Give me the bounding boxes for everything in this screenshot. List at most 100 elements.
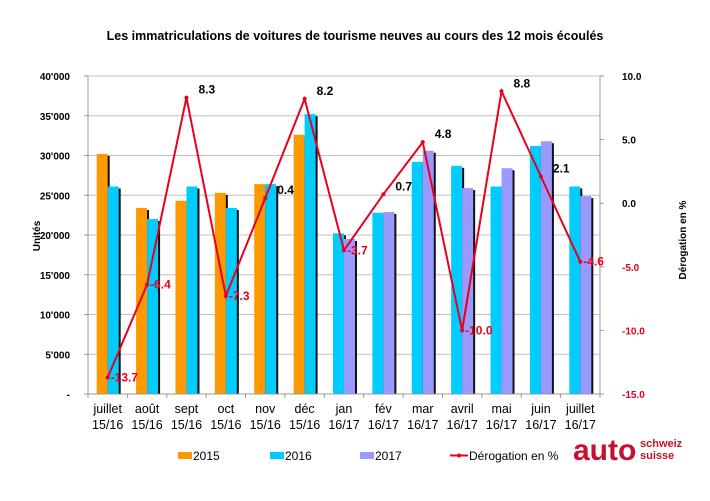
bar-2015: [214, 192, 226, 394]
bar-2015: [175, 200, 187, 394]
data-label: -4.6: [583, 255, 604, 269]
line-point: [578, 259, 583, 264]
bar-2016: [147, 219, 159, 394]
x-tick-label: juin: [530, 402, 551, 416]
x-tick-label: juillet: [92, 402, 122, 416]
x-tick-label: sept: [175, 402, 199, 416]
data-labels: -13.7 -6.4 8.3 -7.3 0.4 8.2 -3.7 0.7 4.8 -10.0 8.8…: [111, 76, 605, 384]
data-label: -13.7: [111, 370, 139, 384]
x-tick-label: 15/16: [92, 418, 123, 432]
y-tick-label: -: [67, 390, 70, 401]
data-label: -3.7: [347, 243, 368, 257]
x-tick-label: 15/16: [289, 418, 320, 432]
x-tick-label: déc: [295, 402, 315, 416]
legend-label: Dérogation en %: [469, 449, 559, 463]
data-label: 8.8: [514, 76, 531, 90]
legend-swatch: [270, 452, 284, 459]
bar-2017: [501, 168, 513, 394]
data-label: -10.0: [465, 323, 493, 337]
legend-marker: [457, 453, 461, 458]
legend-swatch: [360, 452, 374, 459]
legend-label: 2017: [375, 449, 402, 463]
data-label: 8.2: [317, 84, 334, 98]
x-tick-label: août: [135, 402, 160, 416]
bar-2016: [304, 114, 316, 394]
logo-auto: auto: [573, 434, 636, 467]
derogation-line: [105, 87, 583, 380]
x-tick-label: mar: [412, 402, 434, 416]
x-tick-label: 16/17: [525, 418, 556, 432]
line-point: [145, 282, 150, 287]
x-tick-label: jan: [335, 402, 353, 416]
x-tick-label: 16/17: [565, 418, 596, 432]
y2-tick-label: -15.0: [622, 390, 645, 401]
y2-tick-label: 0.0: [622, 199, 636, 210]
legend-label: 2015: [193, 449, 220, 463]
bar-2017: [580, 196, 592, 394]
x-tick-label: juillet: [565, 402, 595, 416]
bar-2016: [529, 145, 541, 394]
line-point: [420, 140, 425, 145]
y-tick-label: 35'000: [40, 112, 71, 123]
line-point: [302, 96, 307, 101]
legend-swatch: [178, 452, 192, 459]
data-label: 8.3: [198, 83, 215, 97]
bar-2015: [293, 134, 305, 394]
y-tick-label: 25'000: [40, 191, 71, 202]
x-tick-label: 16/17: [328, 418, 359, 432]
y-tick-label: 40'000: [40, 72, 71, 83]
y-tick-label: 20'000: [40, 231, 71, 242]
bar-2016: [265, 184, 277, 394]
data-label: 0.4: [277, 183, 294, 197]
bar-2017: [422, 150, 434, 394]
bar-2016: [411, 161, 423, 394]
x-tick-label: 15/16: [250, 418, 281, 432]
chart-title: Les immatriculations de voitures de tour…: [107, 29, 604, 43]
x-tick-label: 16/17: [486, 418, 517, 432]
x-tick-label: 16/17: [447, 418, 478, 432]
bar-2016: [107, 186, 119, 394]
x-tick-label: nov: [255, 402, 276, 416]
right-axis-ticks: -15.0 -10.0 -5.0 0.0 5.0 10.0: [622, 72, 645, 401]
bar-2016: [451, 165, 463, 394]
data-label: 0.7: [395, 179, 412, 193]
line-point: [381, 192, 386, 197]
logo-suisse: suisse: [640, 450, 674, 462]
data-label: 2.1: [553, 161, 570, 175]
bar-2016: [490, 186, 502, 394]
bar-2017: [540, 141, 552, 394]
y-tick-label: 15'000: [40, 271, 71, 282]
line-point: [105, 375, 110, 380]
x-tick-label: 15/16: [171, 418, 202, 432]
x-tick-label: mai: [491, 402, 511, 416]
line-point: [499, 89, 504, 94]
y2-axis-label: Dérogation en %: [678, 200, 689, 279]
x-tick-label: 15/16: [131, 418, 162, 432]
bar-2016: [372, 212, 384, 394]
left-axis-ticks: - 5'000 10'000 15'000 20'000 25'000 30'000 35'0…: [40, 72, 71, 401]
y2-tick-label: -10.0: [622, 326, 645, 337]
y2-tick-label: 5.0: [622, 136, 636, 147]
bar-2016: [333, 233, 344, 394]
line-point: [223, 294, 228, 299]
line-point: [538, 174, 543, 179]
x-tick-label: 15/16: [210, 418, 241, 432]
legend-label: 2016: [285, 449, 312, 463]
x-tick-label: avril: [451, 402, 474, 416]
legend: 2015 2016 2017 Dérogation en %: [178, 449, 559, 463]
y-tick-label: 10'000: [40, 311, 71, 322]
y-tick-label: 5'000: [45, 350, 70, 361]
data-label: -6.4: [150, 278, 171, 292]
line-point: [184, 95, 189, 100]
y-tick-label: 30'000: [40, 152, 71, 163]
logo-schweiz: schweiz: [640, 438, 683, 450]
bar-2015: [254, 184, 266, 394]
x-tick-label: 16/17: [368, 418, 399, 432]
bar-2015: [96, 153, 108, 394]
x-tick-label: fév: [375, 402, 392, 416]
y2-tick-label: -5.0: [622, 263, 640, 274]
data-label: -7.3: [229, 289, 250, 303]
bar-2016: [569, 186, 581, 394]
y-axis-label: Unités: [32, 220, 43, 251]
